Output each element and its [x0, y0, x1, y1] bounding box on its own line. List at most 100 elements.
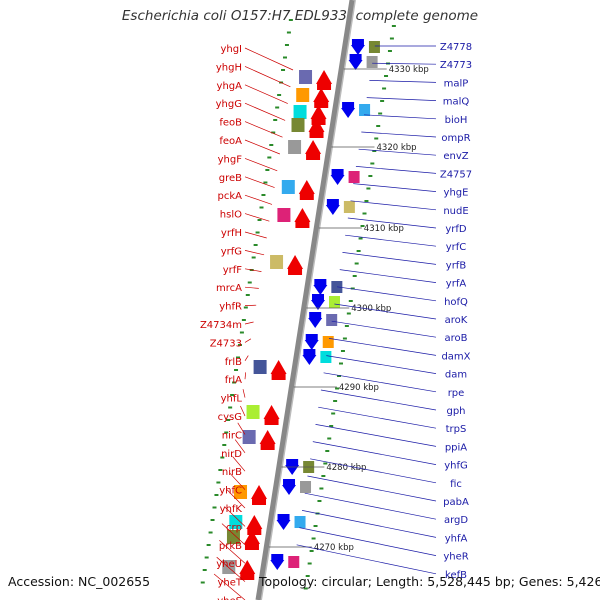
- reverse-gene-body: [305, 334, 318, 340]
- gene-leader-right: [337, 286, 437, 302]
- gene-label-right: kefB: [445, 570, 467, 581]
- gene-label-right: yrfB: [446, 260, 467, 271]
- reverse-gene-block: [322, 336, 334, 348]
- forward-gene-body: [299, 194, 314, 200]
- gene-leader-left: [244, 121, 283, 138]
- reverse-gene-arrow: [330, 175, 345, 185]
- gene-leader-right: [310, 458, 437, 484]
- reverse-gene-body: [351, 39, 364, 45]
- gene-label-left: yhfK: [220, 504, 243, 515]
- forward-gene-body: [306, 154, 321, 160]
- gene-leader-right: [363, 114, 437, 120]
- forward-gene-arrow: [259, 430, 276, 444]
- gene-label-left: prkB: [219, 541, 242, 552]
- gene-label-left: yrfF: [223, 265, 243, 276]
- scale-mark-label: 4290 kbp: [339, 383, 379, 393]
- gene-label-right: gph: [446, 406, 465, 417]
- reverse-gene-arrow: [304, 340, 319, 350]
- gene-label-left: yhgH: [216, 62, 242, 73]
- gene-leader-left: [242, 389, 246, 398]
- forward-gene-body: [314, 102, 329, 108]
- reverse-gene-arrow: [325, 205, 340, 215]
- backbone-shadow: [260, 0, 356, 600]
- gene-leader-left: [244, 47, 294, 71]
- gene-leader-left: [244, 194, 273, 205]
- forward-gene-body: [244, 544, 259, 550]
- reverse-gene-block: [288, 556, 300, 568]
- gene-label-right: yrfC: [446, 242, 467, 253]
- forward-gene-arrow: [251, 485, 268, 499]
- gene-label-left: mrcA: [216, 283, 242, 294]
- gene-label-left: yheU: [216, 559, 242, 570]
- reverse-gene-body: [314, 279, 327, 285]
- reverse-gene-body: [326, 199, 339, 205]
- gene-leader-right: [342, 252, 437, 265]
- forward-gene-arrow: [313, 88, 330, 102]
- gene-leader-right: [369, 80, 437, 83]
- gene-leader-left: [237, 422, 246, 435]
- forward-gene-arrow: [298, 180, 315, 194]
- gene-label-left: yheT: [217, 578, 242, 589]
- gene-leader-right: [326, 355, 437, 374]
- forward-gene-body: [271, 374, 286, 380]
- reverse-gene-body: [271, 554, 284, 560]
- genome-title: Escherichia coli O157:H7 EDL933, complet…: [121, 8, 479, 24]
- gene-label-left: yrfG: [221, 246, 242, 257]
- gene-label-left: yheS: [217, 596, 242, 600]
- forward-gene-block: [293, 105, 307, 119]
- gene-leader-right: [318, 406, 437, 429]
- gene-leader-right: [315, 424, 437, 447]
- reverse-gene-block: [366, 56, 378, 68]
- forward-gene-body: [252, 499, 267, 505]
- gene-label-right: aroK: [445, 315, 468, 326]
- genome-stats: Topology: circular; Length: 5,528,445 bp…: [259, 574, 600, 589]
- gene-leader-left: [219, 540, 246, 564]
- reverse-gene-block: [300, 481, 312, 493]
- gene-label-left: nirB: [222, 467, 242, 478]
- gene-label-right: Z4757: [440, 169, 472, 180]
- gene-leader-right: [353, 183, 437, 192]
- gene-label-right: damX: [441, 351, 470, 362]
- gene-label-left: yhgG: [216, 99, 242, 110]
- gene-label-right: ompR: [441, 133, 470, 144]
- reverse-gene-arrow: [270, 560, 285, 570]
- forward-gene-block: [291, 118, 305, 132]
- reverse-gene-block: [331, 281, 343, 293]
- forward-gene-arrow: [239, 560, 256, 574]
- gene-label-right: rpe: [448, 388, 465, 399]
- reverse-gene-arrow: [282, 485, 297, 495]
- scale-mark-label: 4280 kbp: [326, 463, 366, 473]
- reverse-gene-block: [320, 351, 332, 363]
- accession-info: Accession: NC_002655: [8, 574, 150, 589]
- gene-leader-left: [244, 213, 270, 222]
- gene-label-right: fic: [450, 479, 462, 490]
- topology-label: Topology:: [259, 574, 318, 589]
- gene-label-left: frlB: [225, 357, 242, 368]
- forward-gene-arrow: [294, 208, 311, 222]
- gene-label-left: cysG: [218, 412, 242, 423]
- gene-leader-left: [244, 268, 262, 272]
- scale-mark-label: 4330 kbp: [389, 65, 429, 75]
- gene-leader-left: [244, 231, 267, 239]
- gene-leader-right: [350, 200, 437, 211]
- forward-gene-block: [296, 88, 310, 102]
- gene-label-right: yheR: [443, 552, 468, 563]
- gene-label-left: nirC: [222, 430, 242, 441]
- gene-label-right: pabA: [443, 497, 469, 508]
- gene-leader-left: [221, 523, 246, 546]
- genes-label: Genes:: [518, 574, 563, 589]
- reverse-gene-body: [303, 349, 316, 355]
- forward-gene-block: [288, 140, 302, 154]
- gene-leader-right: [331, 320, 437, 338]
- gene-label-left: yhgA: [217, 81, 243, 92]
- scale-mark-label: 4310 kbp: [364, 224, 404, 234]
- forward-gene-arrow: [263, 405, 280, 419]
- forward-gene-block: [299, 70, 313, 84]
- gene-leader-left: [226, 489, 246, 509]
- reverse-gene-arrow: [308, 318, 323, 328]
- gene-label-right: yhfA: [445, 533, 468, 544]
- reverse-gene-block: [329, 296, 340, 308]
- gene-leader-right: [334, 303, 437, 320]
- forward-gene-arrow: [316, 70, 333, 84]
